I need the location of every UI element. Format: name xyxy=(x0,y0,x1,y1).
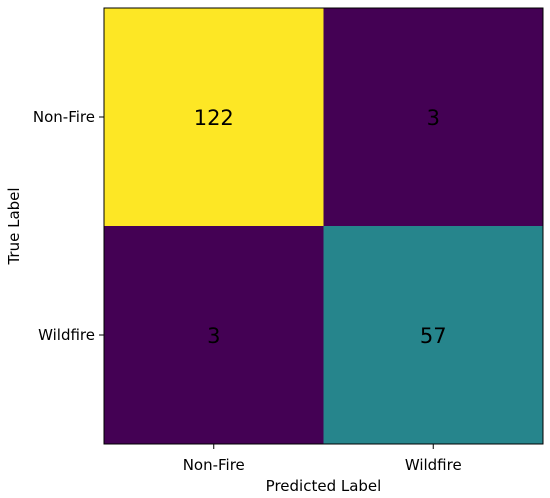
heatmap-cell-r1-c1 xyxy=(323,226,544,445)
y-tick-label-1: Wildfire xyxy=(38,326,95,344)
cell-value-r0-c0: 122 xyxy=(194,106,234,130)
plot-frame xyxy=(103,7,544,445)
y-axis-label: True Label xyxy=(5,187,23,265)
y-tick-label-0: Non-Fire xyxy=(33,108,95,126)
x-axis-ticks: Non-Fire Wildfire xyxy=(183,444,462,474)
cell-value-r1-c0: 3 xyxy=(207,324,220,348)
heatmap-cells xyxy=(104,8,544,445)
cell-value-r0-c1: 3 xyxy=(427,106,440,130)
heatmap-cell-r1-c0 xyxy=(104,226,324,445)
x-tick-label-1: Wildfire xyxy=(405,456,462,474)
x-tick-label-0: Non-Fire xyxy=(183,456,245,474)
cell-value-r1-c1: 57 xyxy=(420,324,447,348)
y-axis-ticks: Non-Fire Wildfire xyxy=(33,108,104,344)
x-axis-label: Predicted Label xyxy=(266,477,382,495)
cell-value-labels: 122 3 3 57 xyxy=(194,106,447,348)
heatmap-cell-r0-c0 xyxy=(104,8,324,227)
heatmap-cell-r0-c1 xyxy=(323,8,544,227)
